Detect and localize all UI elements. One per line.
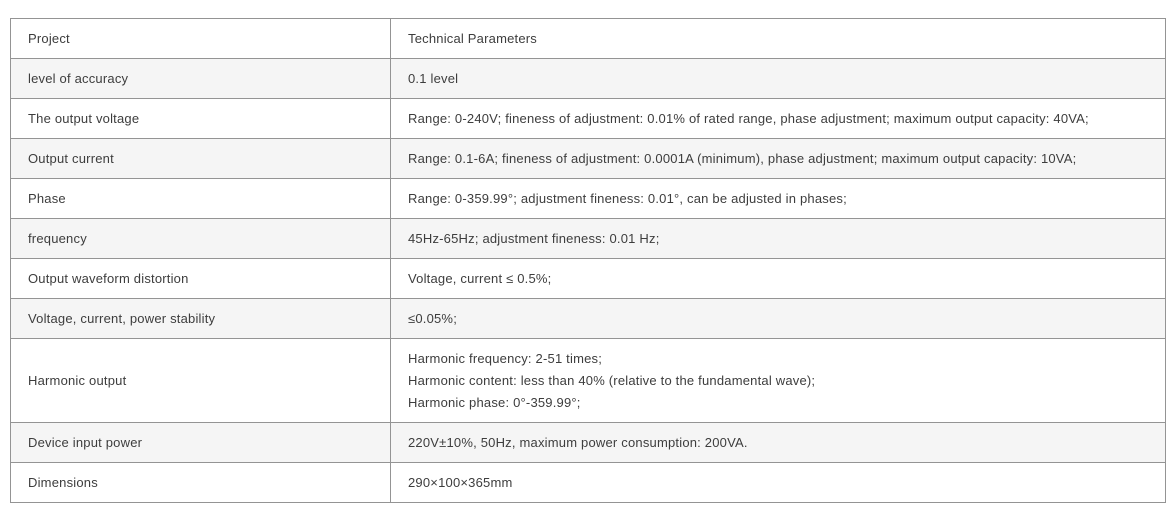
table-header-row: Project Technical Parameters: [10, 18, 1166, 59]
table-row: Harmonic output Harmonic frequency: 2-51…: [10, 338, 1166, 423]
params-cell: Range: 0-240V; fineness of adjustment: 0…: [390, 98, 1166, 139]
param-line: ≤0.05%;: [408, 311, 458, 326]
param-line: Voltage, current ≤ 0.5%;: [408, 271, 552, 286]
params-cell: ≤0.05%;: [390, 298, 1166, 339]
project-cell: Harmonic output: [10, 338, 391, 423]
param-line: 220V±10%, 50Hz, maximum power consumptio…: [408, 435, 748, 450]
project-cell: frequency: [10, 218, 391, 259]
param-line: 45Hz-65Hz; adjustment fineness: 0.01 Hz;: [408, 231, 660, 246]
param-line: Harmonic content: less than 40% (relativ…: [408, 373, 816, 388]
param-line: Harmonic frequency: 2-51 times;: [408, 351, 603, 366]
project-cell: Phase: [10, 178, 391, 219]
param-line: Range: 0.1-6A; fineness of adjustment: 0…: [408, 151, 1077, 166]
table-row: frequency 45Hz-65Hz; adjustment fineness…: [10, 218, 1166, 259]
column-header-project: Project: [10, 18, 391, 59]
params-cell: 0.1 level: [390, 58, 1166, 99]
table-row: level of accuracy 0.1 level: [10, 58, 1166, 99]
params-cell: Harmonic frequency: 2-51 times; Harmonic …: [390, 338, 1166, 423]
table-row: Phase Range: 0-359.99°; adjustment finen…: [10, 178, 1166, 219]
params-cell: 290×100×365mm: [390, 462, 1166, 503]
table-row: Output current Range: 0.1-6A; fineness o…: [10, 138, 1166, 179]
params-cell: 45Hz-65Hz; adjustment fineness: 0.01 Hz;: [390, 218, 1166, 259]
project-cell: Dimensions: [10, 462, 391, 503]
params-cell: Range: 0-359.99°; adjustment fineness: 0…: [390, 178, 1166, 219]
column-header-technical-parameters: Technical Parameters: [390, 18, 1166, 59]
param-line: 0.1 level: [408, 71, 459, 86]
param-line: 290×100×365mm: [408, 475, 513, 490]
table-row: Dimensions 290×100×365mm: [10, 462, 1166, 503]
table-row: Device input power 220V±10%, 50Hz, maxim…: [10, 422, 1166, 463]
project-cell: Output current: [10, 138, 391, 179]
param-line: Range: 0-359.99°; adjustment fineness: 0…: [408, 191, 847, 206]
technical-parameters-table: Project Technical Parameters level of ac…: [10, 18, 1166, 503]
param-line: Harmonic phase: 0°-359.99°;: [408, 395, 581, 410]
table-head: Project Technical Parameters: [10, 18, 1166, 59]
project-cell: Device input power: [10, 422, 391, 463]
project-cell: The output voltage: [10, 98, 391, 139]
table-body: level of accuracy 0.1 level The output v…: [10, 58, 1166, 503]
table-row: The output voltage Range: 0-240V; finene…: [10, 98, 1166, 139]
table-row: Output waveform distortion Voltage, curr…: [10, 258, 1166, 299]
project-cell: Output waveform distortion: [10, 258, 391, 299]
params-cell: Range: 0.1-6A; fineness of adjustment: 0…: [390, 138, 1166, 179]
params-cell: Voltage, current ≤ 0.5%;: [390, 258, 1166, 299]
project-cell: level of accuracy: [10, 58, 391, 99]
project-cell: Voltage, current, power stability: [10, 298, 391, 339]
param-line: Range: 0-240V; fineness of adjustment: 0…: [408, 111, 1089, 126]
params-cell: 220V±10%, 50Hz, maximum power consumptio…: [390, 422, 1166, 463]
table-row: Voltage, current, power stability ≤0.05%…: [10, 298, 1166, 339]
